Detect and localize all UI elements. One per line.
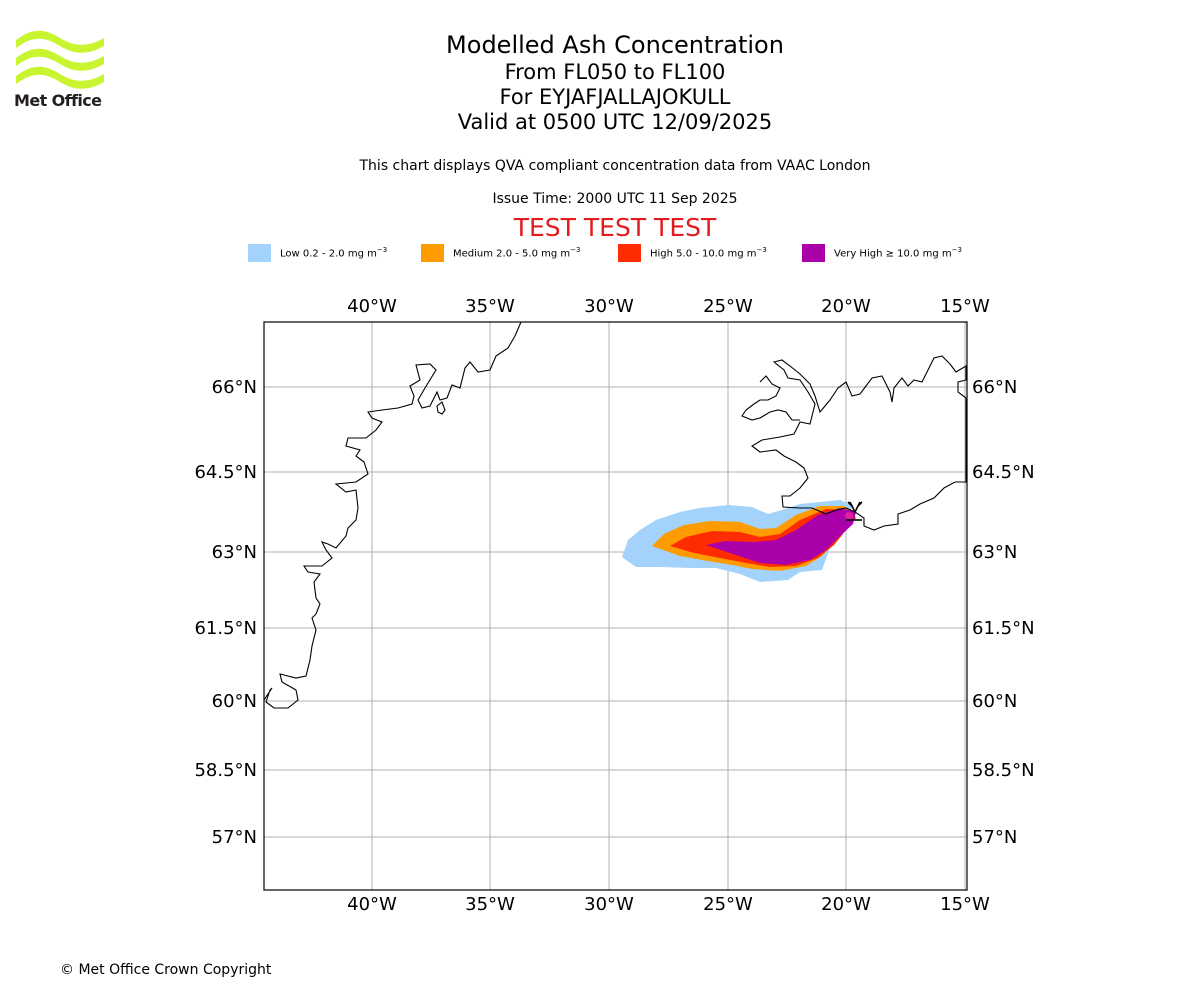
concentration-legend: Low 0.2 - 2.0 mg m−3 Medium 2.0 - 5.0 mg… xyxy=(0,244,1200,264)
lat-tick-label-right: 66°N xyxy=(972,377,1017,398)
lon-tick-label-bottom: 40°W xyxy=(347,894,397,915)
lat-tick-label-left: 66°N xyxy=(212,377,257,398)
ash-peak-spot xyxy=(845,512,853,520)
legend-label-very-high: Very High ≥ 10.0 mg m xyxy=(834,248,952,260)
greenland-island-coastline xyxy=(436,401,446,415)
compliance-note: This chart displays QVA compliant concen… xyxy=(359,158,871,174)
legend-unit-exponent: −3 xyxy=(376,246,388,255)
coastlines xyxy=(264,322,967,709)
legend-swatch-medium xyxy=(421,244,444,262)
greenland-coastline xyxy=(264,322,522,709)
lon-tick-label-bottom: 30°W xyxy=(584,894,634,915)
chart-title: Modelled Ash Concentration xyxy=(446,31,784,59)
map-frame xyxy=(263,321,968,891)
lon-tick-label-top: 30°W xyxy=(584,296,634,317)
lat-tick-label-left: 61.5°N xyxy=(194,618,257,639)
lon-tick-label-top: 20°W xyxy=(821,296,871,317)
test-banner: TEST TEST TEST xyxy=(513,213,717,242)
legend-swatch-very-high xyxy=(802,244,825,262)
lat-tick-label-right: 60°N xyxy=(972,691,1017,712)
lat-tick-label-left: 57°N xyxy=(212,827,257,848)
iceland-westfjords-coastline xyxy=(741,375,800,421)
flight-level-range: From FL050 to FL100 xyxy=(504,60,726,84)
lat-tick-label-right: 61.5°N xyxy=(972,618,1035,639)
ash-plume-very-high xyxy=(706,508,856,565)
lat-tick-label-left: 64.5°N xyxy=(194,462,257,483)
lon-tick-label-bottom: 25°W xyxy=(703,894,753,915)
lon-tick-label-top: 40°W xyxy=(347,296,397,317)
issue-time: Issue Time: 2000 UTC 11 Sep 2025 xyxy=(492,191,738,207)
map-tick-labels: 40°W 40°W 35°W 35°W 30°W 30°W 25°W 25°W 20°W 20°W… xyxy=(194,296,1034,915)
valid-time: Valid at 0500 UTC 12/09/2025 xyxy=(457,110,773,134)
legend-unit-exponent: −3 xyxy=(951,246,962,255)
lat-tick-label-left: 60°N xyxy=(212,691,257,712)
legend-unit-exponent: −3 xyxy=(570,246,581,255)
legend-swatch-low xyxy=(248,244,271,262)
lon-tick-label-top: 15°W xyxy=(940,296,990,317)
lon-tick-label-top: 35°W xyxy=(465,296,515,317)
volcano-marker-icon xyxy=(846,501,863,521)
lat-tick-label-right: 57°N xyxy=(972,827,1017,848)
lon-tick-label-bottom: 20°W xyxy=(821,894,871,915)
lat-tick-label-left: 58.5°N xyxy=(194,760,257,781)
met-office-logo-icon xyxy=(16,30,104,89)
map-gridlines xyxy=(264,322,967,890)
lat-tick-label-right: 63°N xyxy=(972,542,1017,563)
legend-item-very-high: Very High ≥ 10.0 mg m−3 xyxy=(802,244,962,262)
legend-swatch-high xyxy=(618,244,641,262)
legend-label-medium: Medium 2.0 - 5.0 mg m xyxy=(453,248,571,260)
legend-item-high: High 5.0 - 10.0 mg m−3 xyxy=(618,244,767,262)
lat-tick-label-right: 64.5°N xyxy=(972,462,1035,483)
lat-tick-label-left: 63°N xyxy=(212,542,257,563)
legend-label-low: Low 0.2 - 2.0 mg m xyxy=(280,248,377,260)
iceland-coastline xyxy=(751,355,967,531)
lat-tick-label-right: 58.5°N xyxy=(972,760,1035,781)
legend-item-medium: Medium 2.0 - 5.0 mg m−3 xyxy=(421,244,580,262)
legend-item-low: Low 0.2 - 2.0 mg m−3 xyxy=(248,244,387,262)
lon-tick-label-bottom: 15°W xyxy=(940,894,990,915)
volcano-name: For EYJAFJALLAJOKULL xyxy=(499,85,731,109)
met-office-logo-text: Met Office xyxy=(14,91,102,110)
legend-unit-exponent: −3 xyxy=(756,246,767,255)
copyright-notice: © Met Office Crown Copyright xyxy=(60,962,272,978)
chart-titles: Modelled Ash Concentration From FL050 to… xyxy=(330,30,900,135)
lon-tick-label-bottom: 35°W xyxy=(465,894,515,915)
lon-tick-label-top: 25°W xyxy=(703,296,753,317)
legend-label-high: High 5.0 - 10.0 mg m xyxy=(650,248,757,260)
